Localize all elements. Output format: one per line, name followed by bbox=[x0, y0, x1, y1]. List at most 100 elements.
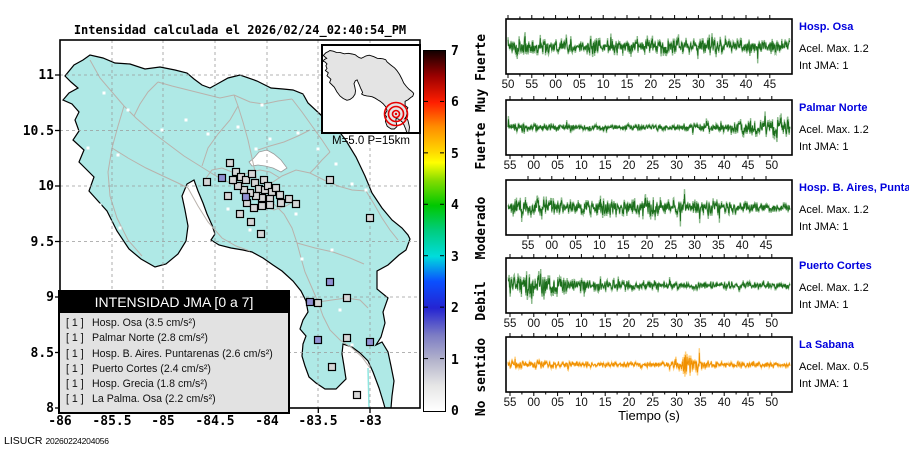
seismogram-x-tick: 25 bbox=[668, 79, 681, 91]
seismogram-x-tick: 35 bbox=[712, 240, 725, 252]
epicenter-icon bbox=[394, 112, 398, 116]
station-marker-int1 bbox=[313, 335, 323, 345]
seismogram-x-tick: 10 bbox=[593, 240, 606, 252]
seismogram-x-tick: 00 bbox=[545, 240, 558, 252]
event-magnitude-depth-label: M=5.0 P=15km bbox=[332, 135, 410, 147]
waveform bbox=[507, 194, 791, 222]
station-marker bbox=[265, 200, 275, 210]
station-marker bbox=[313, 298, 323, 308]
seismogram-x-tick: 50 bbox=[765, 318, 778, 330]
station-marker bbox=[225, 158, 235, 168]
legend-item: [ 1 ] Hosp. B. Aires. Puntarenas (2.6 cm/… bbox=[66, 347, 273, 360]
seismogram-x-tick: 45 bbox=[742, 318, 755, 330]
seismogram-ticks bbox=[509, 96, 773, 159]
station-marker bbox=[233, 181, 243, 191]
seismogram-x-tick: 35 bbox=[694, 160, 707, 172]
station-marker bbox=[256, 229, 266, 239]
epicenter-ring bbox=[391, 109, 401, 119]
page-title: Intensidad calculada el 2026/02/24_02:40… bbox=[73, 23, 407, 37]
station-marker bbox=[342, 293, 352, 303]
seismogram-x-tick: 50 bbox=[765, 397, 778, 409]
seismogram-label-2: Hosp. B. Aires, Puntare Acel. Max. 1.2 I… bbox=[799, 182, 909, 233]
seismogram-x-tick: 10 bbox=[575, 160, 588, 172]
seismogram-ticks bbox=[527, 176, 767, 239]
seismogram-x-tick: 05 bbox=[551, 318, 564, 330]
seismogram-x-tick: 40 bbox=[736, 240, 749, 252]
epicenter-ring bbox=[383, 101, 409, 127]
seismogram-x-tick: 35 bbox=[716, 79, 729, 91]
station-marker bbox=[327, 362, 337, 372]
station-marker bbox=[325, 175, 335, 185]
intensity-colorbar bbox=[423, 50, 446, 412]
seismogram-x-tick: 40 bbox=[718, 160, 731, 172]
seismogram-x-tick: 10 bbox=[575, 397, 588, 409]
station-markers bbox=[202, 158, 375, 400]
seismogram-x-tick: 55 bbox=[522, 240, 535, 252]
seismogram-x-tick: 15 bbox=[621, 79, 634, 91]
legend-item: [ 1 ] Puerto Cortes (2.4 cm/s²) bbox=[66, 362, 211, 375]
seismogram-x-tick: 55 bbox=[504, 318, 517, 330]
seismogram-panel-0: 50 55 00 05 10 15 20 25 30 35 40 45 bbox=[502, 15, 793, 91]
seismogram-x-tick: 15 bbox=[599, 318, 612, 330]
seismogram-x-tick: 40 bbox=[740, 79, 753, 91]
seismogram-x-tick: 45 bbox=[742, 397, 755, 409]
seismogram-x-tick: 30 bbox=[692, 79, 705, 91]
legend-item: [ 1 ] Hosp. Osa (3.5 cm/s²) bbox=[66, 317, 196, 329]
waveform bbox=[507, 273, 791, 299]
station-marker bbox=[231, 167, 241, 177]
seismogram-x-tick: 00 bbox=[527, 160, 540, 172]
legend-item: [ 1 ] Palmar Norte (2.8 cm/s²) bbox=[66, 332, 208, 345]
seismogram-ticks bbox=[509, 254, 773, 317]
seismogram-x-tick: 50 bbox=[502, 79, 515, 91]
seismogram-x-tick: 00 bbox=[527, 318, 540, 330]
seismogram-x-tick: 40 bbox=[718, 397, 731, 409]
intensity-legend: INTENSIDAD JMA [0 a 7] [ 1 ] Hosp. Osa (3… bbox=[58, 290, 290, 414]
seismogram-x-tick: 50 bbox=[765, 160, 778, 172]
seismogram-ticks bbox=[509, 333, 773, 396]
inset-map bbox=[321, 44, 421, 134]
seismogram-x-tick: 05 bbox=[569, 240, 582, 252]
seismogram-x-tick: 25 bbox=[646, 160, 659, 172]
station-marker bbox=[235, 209, 245, 219]
seismogram-x-tick: 45 bbox=[760, 240, 773, 252]
seismogram-label-1: Palmar Norte Acel. Max. 1.2 Int JMA: 1 bbox=[799, 102, 869, 153]
station-marker-int1 bbox=[241, 192, 251, 202]
seismogram-x-tick: 15 bbox=[599, 160, 612, 172]
seismogram-x-tick: 30 bbox=[670, 397, 683, 409]
seismogram-panel-4: 55 00 05 10 15 20 25 30 35 40 45 50 bbox=[504, 333, 793, 409]
seismogram-ticks bbox=[507, 15, 771, 78]
waveform bbox=[507, 352, 791, 374]
station-marker bbox=[276, 198, 286, 208]
seismogram-x-tick: 20 bbox=[644, 79, 657, 91]
seismogram-x-tick: 55 bbox=[525, 79, 538, 91]
seismogram-label-3: Puerto Cortes Acel. Max. 1.2 Int JMA: 1 bbox=[799, 260, 872, 311]
costa-rica-landmass bbox=[62, 54, 411, 408]
seismogram-panel-3: 55 00 05 10 15 20 25 30 35 40 45 50 bbox=[504, 254, 793, 330]
seismogram-x-tick: 35 bbox=[694, 397, 707, 409]
seismogram-x-tick: 30 bbox=[670, 160, 683, 172]
seismogram-x-tick: 45 bbox=[763, 79, 776, 91]
seismogram-x-tick: 40 bbox=[718, 318, 731, 330]
seismogram-x-tick: 25 bbox=[664, 240, 677, 252]
station-marker bbox=[202, 177, 212, 187]
station-marker bbox=[257, 201, 267, 211]
waveform bbox=[507, 115, 791, 139]
legend-item: [ 1 ] Hosp. Grecia (1.8 cm/s²) bbox=[66, 378, 208, 391]
seismogram-panel-1: 55 00 05 10 15 20 25 30 35 40 45 50 bbox=[504, 96, 793, 172]
station-marker bbox=[241, 175, 251, 185]
seismogram-x-tick: 20 bbox=[623, 397, 636, 409]
seismogram-x-tick: 45 bbox=[742, 160, 755, 172]
legend-body: [ 1 ] Hosp. Osa (3.5 cm/s²) [ 1 ] Palmar N… bbox=[60, 313, 288, 412]
seismogram-x-tick: 15 bbox=[617, 240, 630, 252]
seismogram-x-tick: 55 bbox=[504, 160, 517, 172]
seismogram-x-tick: 20 bbox=[623, 160, 636, 172]
city-dots bbox=[86, 91, 368, 347]
seismogram-x-tick: 30 bbox=[670, 318, 683, 330]
seismogram-x-tick: 05 bbox=[551, 160, 564, 172]
seismogram-x-tick: 30 bbox=[688, 240, 701, 252]
seismogram-x-tick: 00 bbox=[549, 79, 562, 91]
inset-landmass bbox=[321, 50, 415, 134]
station-marker bbox=[249, 203, 259, 213]
